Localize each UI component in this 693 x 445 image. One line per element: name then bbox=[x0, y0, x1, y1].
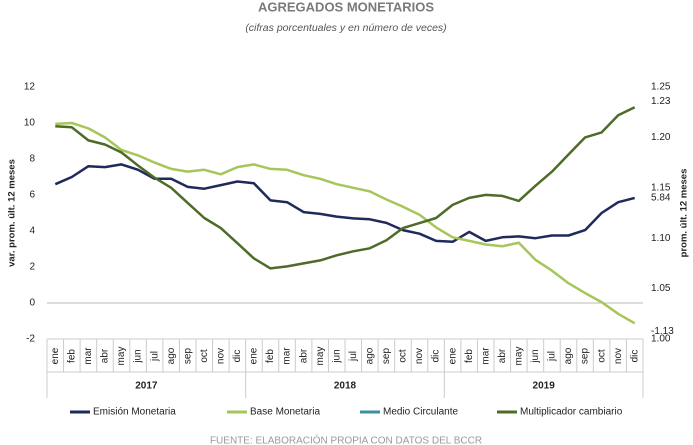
x-tick-label: jul bbox=[547, 351, 558, 362]
end-value-label: 5.84 bbox=[651, 193, 671, 204]
legend-label: Emisión Monetaria bbox=[93, 407, 176, 418]
x-tick-label: dic bbox=[232, 350, 243, 363]
y-tick-label: 0 bbox=[29, 298, 35, 309]
x-tick-label: mar bbox=[83, 347, 94, 365]
x-tick-label: ene bbox=[50, 347, 61, 364]
y2-tick-label: 1.25 bbox=[651, 82, 671, 93]
x-tick-label: may bbox=[315, 347, 326, 366]
x-tick-label: jun bbox=[530, 349, 541, 363]
x-tick-label: ago bbox=[563, 347, 574, 364]
x-tick-label: oct bbox=[199, 349, 210, 363]
x-tick-label: jun bbox=[331, 349, 342, 363]
legend-label: Medio Circulante bbox=[383, 407, 458, 418]
legend-label: Base Monetaria bbox=[250, 407, 320, 418]
y2-tick-label: 1.00 bbox=[651, 334, 671, 345]
x-tick-label: ene bbox=[249, 347, 260, 364]
x-tick-label: ago bbox=[166, 347, 177, 364]
x-tick-label: jun bbox=[133, 349, 144, 363]
y-axis-label: var. prom. últ. 12 meses bbox=[7, 159, 18, 267]
x-tick-label: ene bbox=[447, 347, 458, 364]
y-tick-label: 4 bbox=[29, 226, 35, 237]
y2-tick-label: 1.20 bbox=[651, 132, 671, 143]
y-tick-label: 10 bbox=[24, 118, 36, 129]
y2-axis-label: prom. últ. 12 meses bbox=[679, 169, 690, 258]
x-tick-label: ago bbox=[364, 347, 375, 364]
series-line bbox=[55, 121, 636, 325]
x-tick-label: mar bbox=[282, 347, 293, 365]
x-tick-label: abr bbox=[298, 348, 309, 363]
source-note: FUENTE: ELABORACIÓN PROPIA CON DATOS DEL… bbox=[210, 434, 482, 445]
x-tick-label: dic bbox=[629, 350, 640, 363]
year-label: 2018 bbox=[334, 381, 357, 392]
x-tick-label: jul bbox=[149, 351, 160, 362]
y2-tick-label: 1.10 bbox=[651, 233, 671, 244]
x-tick-label: dic bbox=[431, 350, 442, 363]
y2-tick-label: 1.05 bbox=[651, 283, 671, 294]
x-tick-label: oct bbox=[398, 349, 409, 363]
x-tick-label: abr bbox=[100, 348, 111, 363]
y-tick-label: -2 bbox=[26, 334, 35, 345]
x-tick-label: oct bbox=[596, 349, 607, 363]
series-line bbox=[54, 163, 636, 244]
x-tick-label: mar bbox=[480, 347, 491, 365]
x-tick-label: feb bbox=[66, 349, 77, 363]
x-tick-label: feb bbox=[464, 349, 475, 363]
x-tick-label: may bbox=[513, 347, 524, 366]
y-tick-label: 6 bbox=[29, 190, 35, 201]
x-tick-label: jul bbox=[348, 351, 359, 362]
chart-title: AGREGADOS MONETARIOS bbox=[258, 0, 434, 14]
x-tick-label: nov bbox=[613, 348, 624, 364]
series-line bbox=[55, 106, 636, 270]
x-tick-label: sep bbox=[182, 348, 193, 365]
x-tick-label: may bbox=[116, 347, 127, 366]
x-tick-label: nov bbox=[414, 348, 425, 364]
year-label: 2019 bbox=[533, 381, 556, 392]
end-value-label: 1.23 bbox=[651, 96, 671, 107]
x-tick-label: sep bbox=[580, 348, 591, 365]
x-tick-label: abr bbox=[497, 348, 508, 363]
legend-label: Multiplicador cambiario bbox=[520, 407, 623, 418]
y-tick-label: 8 bbox=[29, 154, 35, 165]
y-tick-label: 2 bbox=[29, 262, 35, 273]
chart-subtitle: (cifras porcentuales y en número de vece… bbox=[245, 22, 446, 34]
y-tick-label: 12 bbox=[24, 82, 36, 93]
x-tick-label: sep bbox=[381, 348, 392, 365]
end-value-label: -1.13 bbox=[651, 326, 674, 337]
year-label: 2017 bbox=[135, 381, 158, 392]
x-tick-label: feb bbox=[265, 349, 276, 363]
x-tick-label: nov bbox=[215, 348, 226, 364]
y2-tick-label: 1.15 bbox=[651, 182, 671, 193]
